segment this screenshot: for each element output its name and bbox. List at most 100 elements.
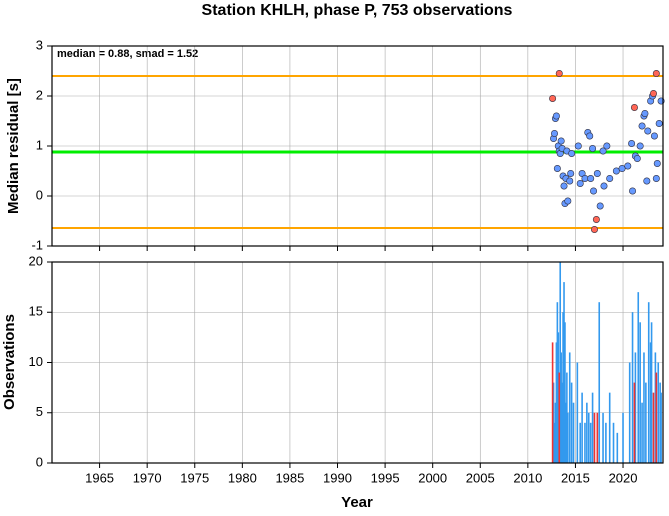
point: [618, 165, 626, 173]
point: [587, 175, 595, 183]
point: [644, 127, 652, 135]
y-tick-label: 1: [36, 137, 43, 152]
point: [652, 70, 660, 78]
bar: [649, 342, 652, 463]
point: [590, 187, 598, 195]
bar: [605, 422, 607, 463]
point: [549, 95, 557, 103]
point: [586, 132, 594, 140]
point: [633, 155, 641, 163]
bar: [566, 372, 568, 463]
point: [599, 147, 607, 155]
bar: [591, 392, 594, 463]
bar: [579, 422, 582, 463]
y-tick-label: 15: [29, 304, 43, 319]
bar: [564, 322, 566, 463]
bar: [563, 282, 565, 463]
bar: [567, 412, 569, 463]
y-axis-label: Median residual [s]: [5, 78, 22, 214]
bar: [602, 412, 604, 463]
bar: [660, 392, 662, 463]
bar: [584, 422, 586, 463]
bar: [645, 382, 647, 463]
bar: [586, 402, 588, 463]
point: [638, 122, 646, 130]
point: [652, 175, 660, 183]
y-tick-label: -1: [31, 237, 43, 252]
bar: [568, 352, 571, 463]
bar: [581, 392, 583, 463]
x-tick-label: 1980: [228, 470, 257, 485]
point: [566, 177, 574, 185]
bar: [552, 382, 555, 463]
bar: [558, 372, 561, 463]
x-tick-label: 2020: [609, 470, 638, 485]
bar: [616, 432, 619, 463]
bar: [596, 412, 599, 463]
point: [552, 112, 560, 120]
x-tick-label: 1975: [180, 470, 209, 485]
point: [555, 70, 563, 78]
chart-title: Station KHLH, phase P, 753 observations: [202, 2, 513, 19]
bar: [652, 392, 655, 463]
bar: [641, 402, 643, 463]
bar: [634, 352, 637, 463]
point: [564, 197, 572, 205]
bar: [565, 402, 567, 463]
x-tick-label: 2000: [418, 470, 447, 485]
x-tick-label: 2010: [513, 470, 542, 485]
point: [574, 142, 582, 150]
bar: [551, 342, 554, 463]
bar: [556, 302, 559, 463]
point: [576, 180, 584, 188]
point: [655, 120, 663, 128]
bar: [557, 332, 560, 463]
bar: [647, 302, 650, 463]
point: [568, 150, 576, 158]
point: [653, 160, 661, 168]
point: [553, 165, 561, 173]
point: [560, 182, 568, 190]
point: [592, 216, 600, 224]
bar: [608, 392, 611, 463]
bar: [570, 382, 573, 463]
bar: [554, 402, 557, 463]
y-tick-label: 2: [36, 87, 43, 102]
x-tick-label: 2015: [561, 470, 590, 485]
point: [606, 175, 614, 183]
bar: [633, 382, 636, 463]
bar: [593, 412, 596, 463]
point: [590, 226, 598, 234]
bar: [631, 312, 634, 463]
bar: [598, 302, 601, 463]
bar: [657, 362, 660, 463]
point: [567, 170, 575, 178]
point: [630, 104, 638, 112]
y-tick-label: 0: [36, 187, 43, 202]
point: [589, 145, 597, 153]
point: [628, 140, 636, 148]
x-tick-label: 1985: [275, 470, 304, 485]
bar: [560, 352, 562, 463]
x-tick-label: 1995: [371, 470, 400, 485]
bar: [559, 262, 562, 463]
bar: [654, 352, 657, 463]
y-tick-label: 3: [36, 37, 43, 52]
y-tick-label: 0: [36, 454, 43, 469]
bar: [655, 372, 658, 463]
bar: [622, 412, 624, 463]
point: [650, 132, 658, 140]
bar: [643, 352, 645, 463]
bar: [639, 322, 641, 463]
point: [649, 90, 657, 98]
y-tick-label: 20: [29, 253, 43, 268]
y-tick-label: 10: [29, 354, 43, 369]
point: [643, 177, 651, 185]
x-tick-label: 2005: [466, 470, 495, 485]
bar: [555, 342, 558, 463]
annotation: median = 0.88, smad = 1.52: [57, 48, 198, 60]
point: [596, 202, 604, 210]
plot-frame: [51, 45, 664, 247]
point: [612, 167, 620, 175]
